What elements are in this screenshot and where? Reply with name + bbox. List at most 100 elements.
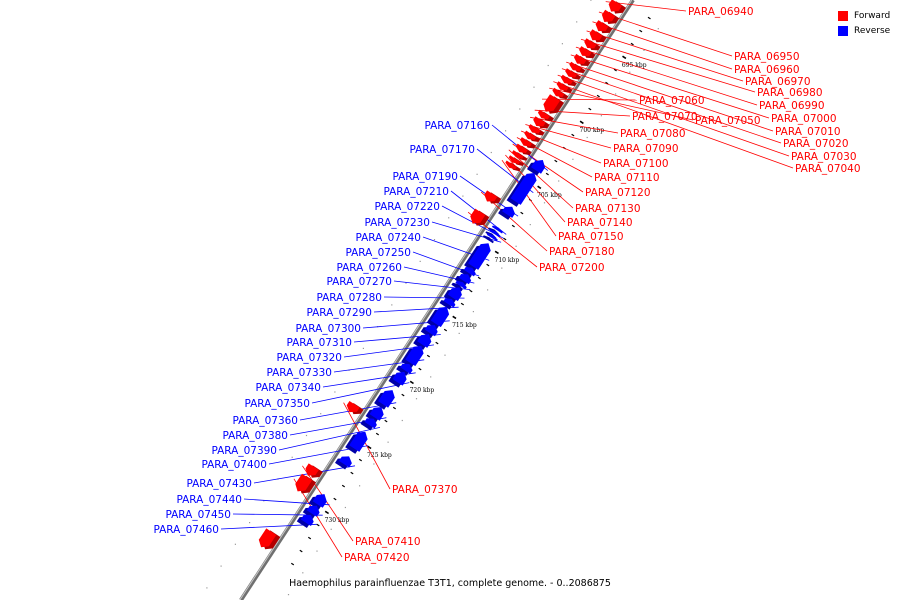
minor-tick — [511, 224, 515, 228]
gene-label: PARA_07140 — [567, 217, 633, 229]
gene-label: PARA_07170 — [409, 144, 475, 156]
legend-reverse-label: Reverse — [854, 25, 891, 36]
gene-arrow — [305, 463, 323, 478]
label-connector — [566, 61, 774, 132]
gene-arrow — [512, 150, 528, 161]
gene-label: PARA_07230 — [364, 217, 430, 229]
gene-arrow-body — [447, 287, 462, 302]
gene-label: PARA_07020 — [783, 138, 849, 150]
minor-tick — [290, 562, 295, 566]
gene-arrow-body — [295, 473, 312, 492]
label-connector — [311, 382, 410, 404]
minor-tick — [571, 133, 575, 137]
legend-forward: Forward — [838, 8, 900, 23]
background-dot — [330, 528, 332, 530]
label-connector — [220, 523, 317, 530]
gene-arrow-body — [533, 116, 546, 127]
label-connector — [501, 159, 557, 237]
gene-label: PARA_07420 — [344, 552, 410, 564]
label-connector — [278, 427, 381, 451]
minor-tick — [647, 16, 651, 20]
gene-label: PARA_07410 — [355, 536, 421, 548]
background-dot — [615, 93, 617, 95]
gene-arrow — [528, 124, 545, 136]
major-tick — [409, 380, 414, 385]
gene-arrow — [524, 130, 541, 142]
minor-tick — [605, 81, 609, 85]
gene-arrow — [584, 38, 601, 51]
minor-tick — [316, 523, 320, 527]
gene-arrow — [533, 116, 550, 129]
gene-arrow — [560, 74, 577, 87]
gene-label: PARA_07210 — [383, 186, 449, 198]
background-dot — [572, 158, 574, 160]
gene-arrow — [527, 160, 546, 176]
gene-arrow-body — [484, 190, 498, 202]
gene-arrow-body — [430, 306, 450, 328]
minor-tick — [333, 497, 337, 501]
gene-arrow-body — [584, 38, 597, 49]
gene-label: PARA_07160 — [424, 120, 490, 132]
major-tick — [452, 315, 457, 320]
gene-arrow — [565, 68, 581, 80]
label-connector — [549, 87, 694, 121]
gene-arrow-body — [305, 463, 319, 476]
label-connector — [561, 68, 782, 144]
gene-arrow-body — [455, 280, 467, 290]
gene-label: PARA_07130 — [575, 203, 641, 215]
gene-arrow — [484, 190, 502, 204]
background-dot — [629, 71, 631, 73]
gene-arrow — [443, 287, 462, 304]
background-dot — [448, 217, 450, 219]
background-dot — [505, 130, 507, 132]
gene-arrow-body — [312, 494, 327, 508]
label-connector — [592, 21, 733, 70]
gene-label: PARA_07370 — [392, 484, 458, 496]
gene-arrow — [543, 94, 564, 114]
backbone-highlight — [239, 0, 633, 600]
gene-arrow-body — [300, 514, 314, 526]
gene-arrow — [589, 29, 607, 43]
gene-arrow — [520, 137, 536, 149]
gene-arrow — [601, 9, 620, 24]
gene-label: PARA_07120 — [585, 187, 651, 199]
background-dot — [234, 543, 236, 545]
minor-tick — [401, 393, 405, 397]
gene-arrow — [413, 334, 432, 350]
gene-label: PARA_07110 — [594, 172, 660, 184]
background-dot — [359, 485, 361, 487]
background-dot — [558, 180, 560, 182]
label-connector — [586, 30, 744, 82]
background-dot — [362, 347, 364, 349]
gene-arrow — [569, 61, 586, 74]
gene-arrow-body — [531, 160, 546, 174]
gene-arrow — [464, 243, 491, 272]
genome-backbone — [239, 0, 635, 600]
gene-arrow — [302, 505, 320, 519]
gene-arrow — [258, 528, 281, 550]
gene-arrow — [579, 46, 596, 59]
gene-arrow — [556, 81, 573, 93]
gene-arrow — [335, 456, 352, 470]
gene-arrow-body — [468, 243, 491, 270]
background-dot — [643, 49, 645, 51]
label-connector — [553, 81, 794, 169]
gene-label: PARA_06950 — [734, 51, 800, 63]
label-connector — [570, 54, 770, 119]
minor-tick — [588, 107, 592, 111]
gene-arrow-body — [443, 298, 456, 308]
gene-arrow — [360, 418, 377, 431]
gene-arrow-body — [569, 61, 582, 72]
minor-tick — [392, 406, 397, 410]
tick-label: 725 kbp — [367, 452, 392, 459]
gene-arrow — [506, 173, 537, 207]
gene-arrow — [296, 514, 314, 528]
gene-label: PARA_07260 — [336, 262, 402, 274]
background-dot — [462, 195, 464, 197]
gene-arrow — [346, 401, 364, 415]
background-dot — [287, 594, 290, 596]
minor-tick — [460, 302, 465, 306]
minor-tick — [545, 172, 549, 176]
gene-label: PARA_07070 — [632, 111, 698, 123]
background-dot — [391, 304, 393, 306]
